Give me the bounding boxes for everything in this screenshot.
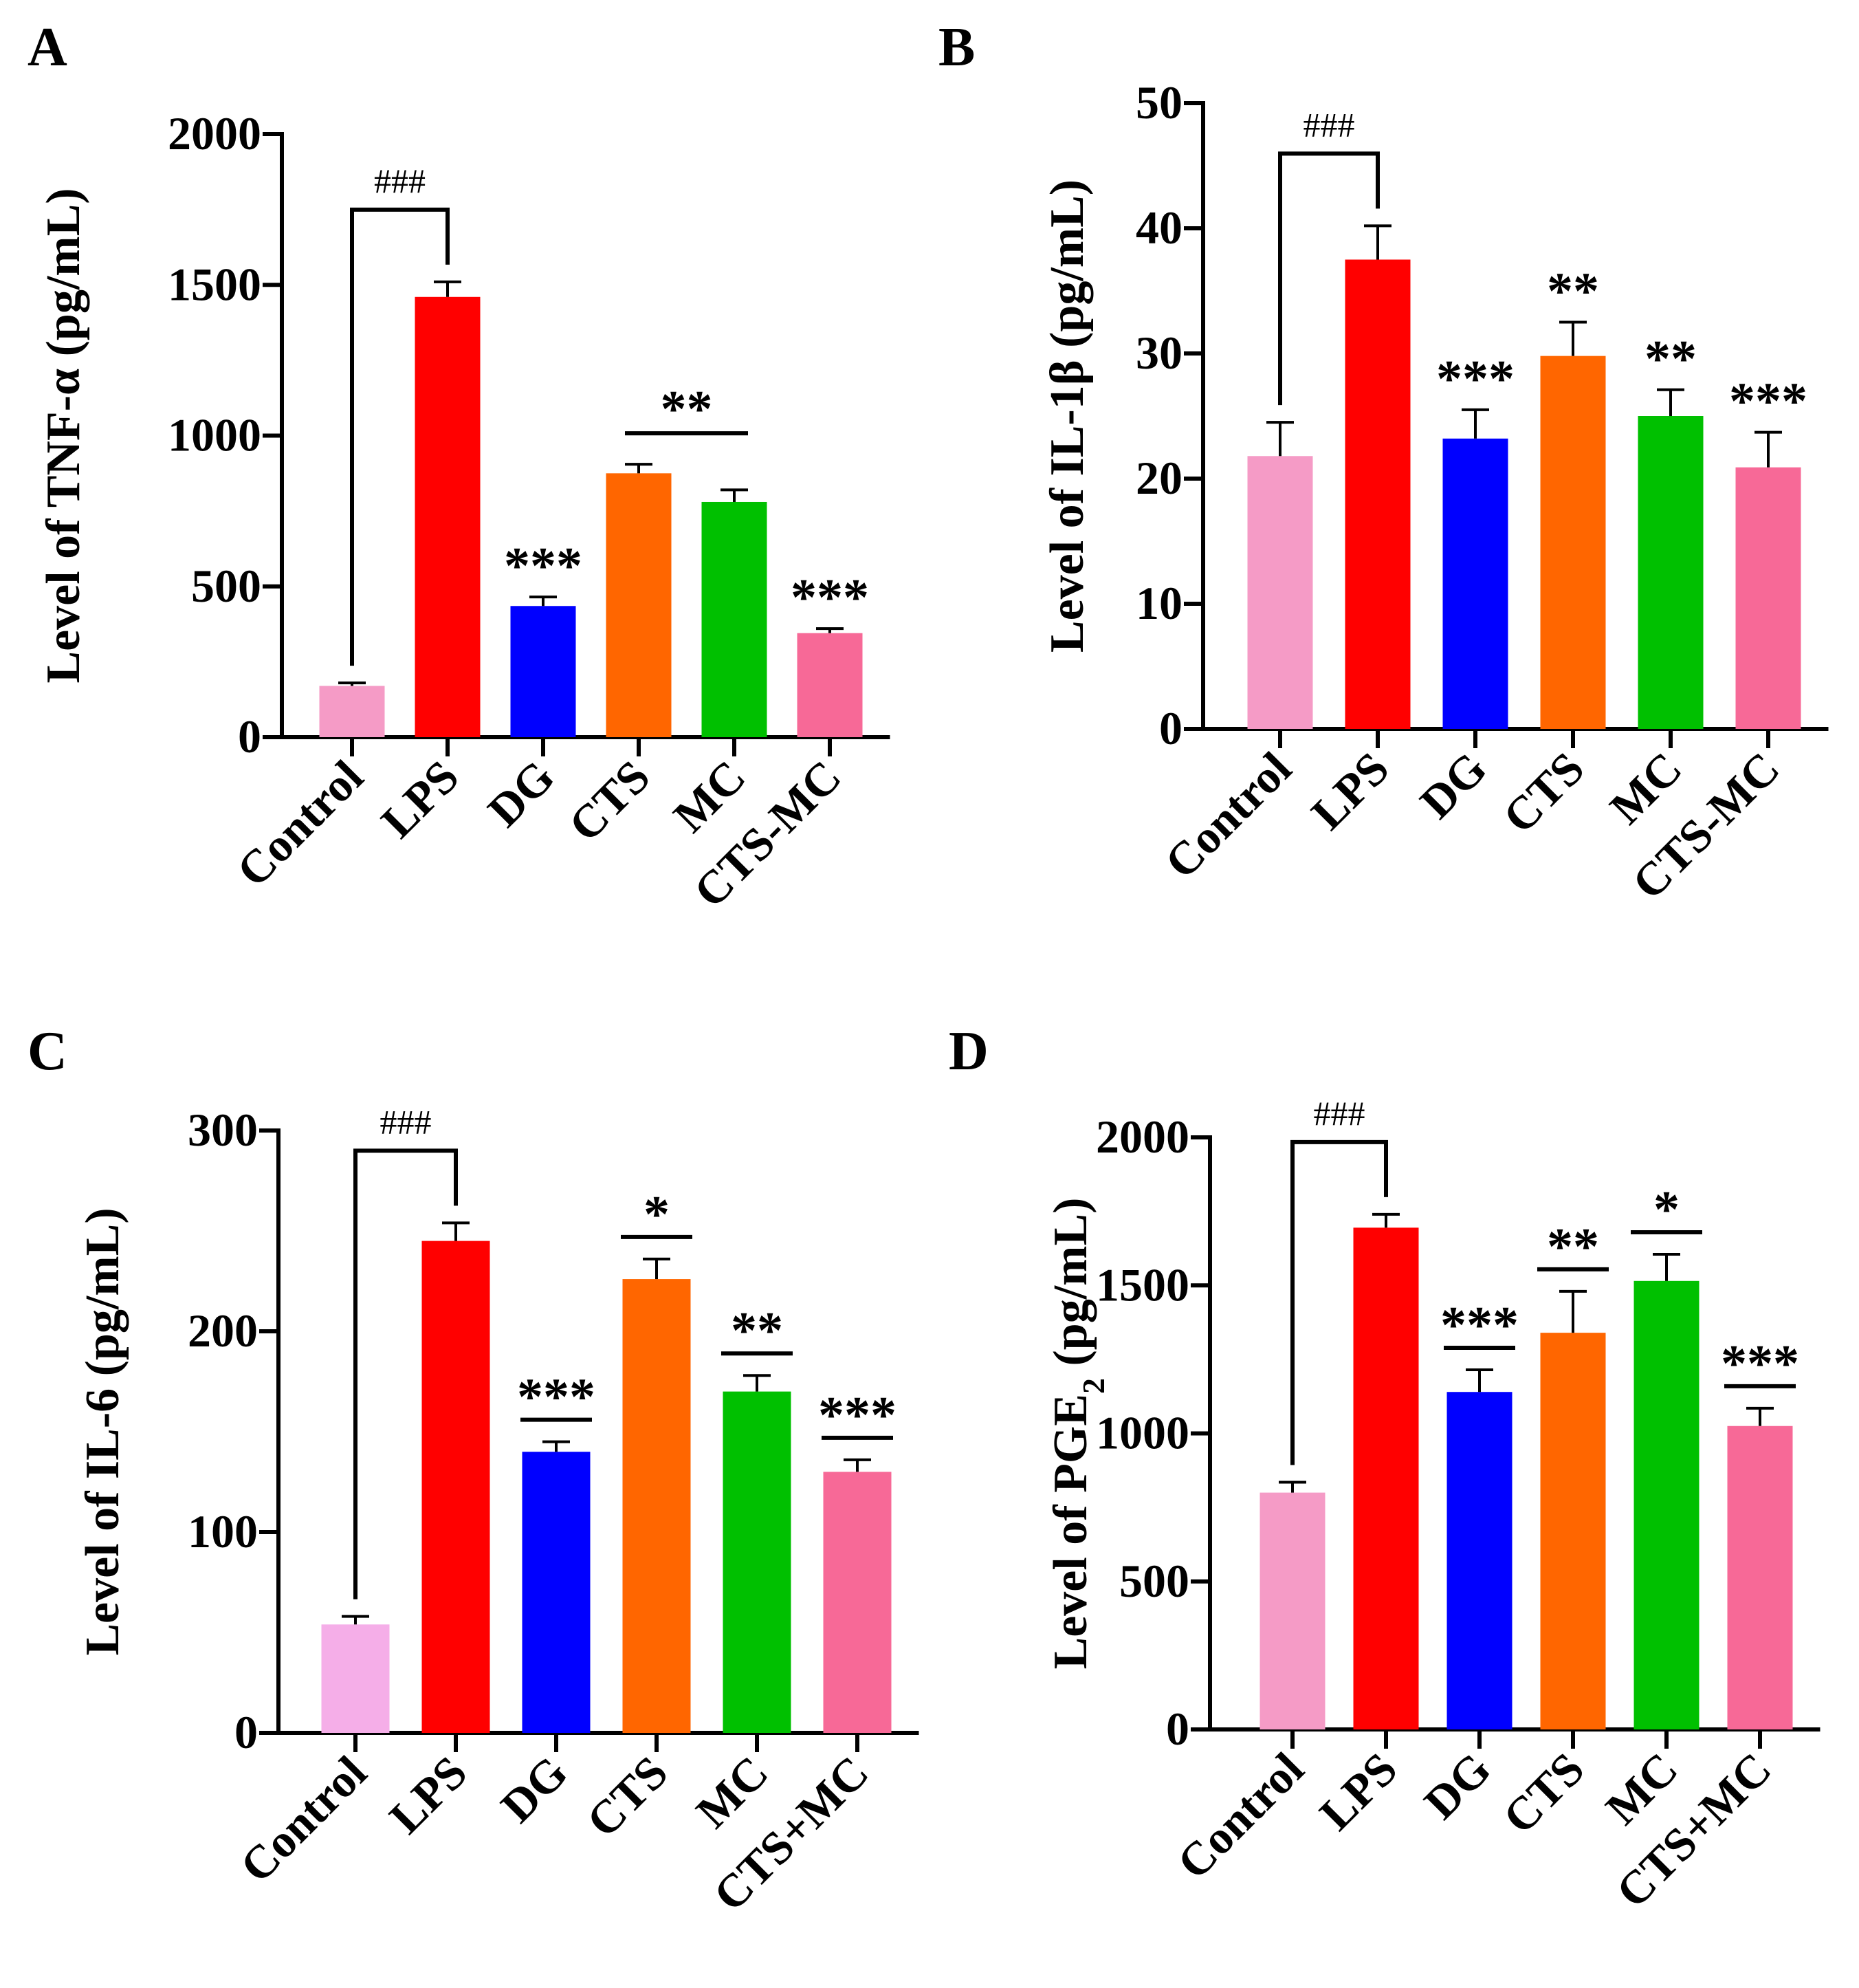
significance-label: *** (791, 569, 869, 626)
x-tick-label: CTS (1493, 742, 1594, 843)
y-tick-label: 1500 (168, 258, 261, 310)
y-tick-label: 0 (238, 710, 261, 763)
significance-label: *** (517, 1368, 595, 1426)
panel-letter: A (28, 17, 67, 78)
panel-a: A Level of TNF-α (pg/mL) 0 500 1000 1500 2000 C… (28, 17, 890, 917)
y-tick-label: 1000 (1096, 1407, 1189, 1459)
bar (622, 1279, 691, 1733)
y-tick-label: 2000 (168, 107, 261, 160)
y-axis-label: Level of PGE2 (pg/mL) (1044, 1198, 1111, 1670)
y-tick-label: 500 (1119, 1555, 1189, 1607)
y-tick-label: 200 (188, 1304, 258, 1357)
y-tick-label: 100 (188, 1505, 258, 1558)
y-tick-label: 1500 (1096, 1258, 1189, 1311)
significance-bracket (350, 207, 450, 666)
significance-label: *** (504, 537, 582, 595)
significance-label: ** (1547, 1218, 1599, 1276)
panel-letter: D (949, 1021, 989, 1082)
significance-label: ### (1304, 105, 1355, 144)
bar (1446, 1392, 1512, 1729)
significance-label: * (1653, 1181, 1680, 1238)
y-tick-label: 300 (188, 1104, 258, 1156)
x-tick-label: DG (478, 750, 564, 837)
x-tick-label: CTS (558, 750, 659, 851)
bar (522, 1452, 591, 1733)
panel-letter: B (938, 17, 975, 78)
y-axis-label: Level of IL-6 (pg/mL) (76, 1208, 129, 1655)
y-tick-label: 30 (1136, 327, 1182, 379)
x-tick-label: LPS (371, 750, 469, 848)
x-tick-label: LPS (1301, 742, 1399, 840)
x-tick-label: Control (230, 1746, 376, 1892)
x-tick-label: DG (1414, 1743, 1501, 1829)
y-tick-label: 10 (1136, 577, 1182, 629)
bar (1540, 356, 1606, 729)
bar (1638, 416, 1704, 729)
significance-label: *** (1440, 1296, 1519, 1354)
significance-label: *** (1436, 350, 1515, 408)
bar (823, 1472, 892, 1733)
y-axis-label: Level of TNF-α (pg/mL) (37, 188, 90, 683)
significance-bracket (1278, 151, 1380, 406)
y-axis-label-unit: (pg/mL) (1044, 1198, 1097, 1379)
x-tick-label: LPS (380, 1746, 477, 1844)
significance-label: ### (1314, 1094, 1365, 1133)
significance-label: ### (374, 162, 426, 200)
bar (1540, 1333, 1606, 1729)
y-tick-label: 50 (1136, 76, 1182, 129)
bar (1634, 1280, 1700, 1729)
significance-label: ** (1644, 330, 1697, 388)
x-tick-label: LPS (1310, 1743, 1407, 1840)
y-tick-label: 0 (1159, 702, 1182, 754)
significance-label: ** (661, 380, 713, 438)
bar (415, 296, 481, 737)
bar (421, 1241, 490, 1733)
bar (797, 633, 863, 737)
y-axis-label-main: Level of PGE (1044, 1394, 1097, 1669)
x-tick-label: DG (491, 1746, 578, 1833)
x-tick-label: Control (226, 750, 373, 897)
y-tick-label: 2000 (1096, 1111, 1189, 1163)
bar (319, 686, 385, 737)
bar (1260, 1492, 1326, 1729)
significance-label: ### (380, 1102, 432, 1141)
panel-d: D Level of PGE2 (pg/mL) 0 500 1000 1500 2000 Co… (949, 1021, 1820, 1918)
y-axis-label: Level of IL-1β (pg/mL) (1041, 179, 1094, 653)
y-tick-label: 40 (1136, 201, 1182, 254)
bar (321, 1624, 390, 1733)
bar (1345, 259, 1411, 729)
significance-bracket (1290, 1139, 1388, 1465)
bar (1442, 438, 1508, 729)
x-tick-label: Control (1167, 1743, 1313, 1889)
panel-b: B Level of IL-1β (pg/mL) 0 10 20 30 40 50 Contro… (938, 17, 1829, 909)
significance-label: *** (1729, 373, 1807, 430)
x-tick-label: CTS (576, 1746, 677, 1847)
y-tick-label: 0 (234, 1706, 258, 1758)
y-tick-label: 0 (1166, 1703, 1189, 1755)
x-tick-label: CTS (1493, 1743, 1594, 1844)
bar (1735, 467, 1801, 729)
significance-label: *** (818, 1386, 896, 1444)
y-tick-label: 20 (1136, 452, 1182, 504)
panel-c: C Level of IL-6 (pg/mL) 0 100 200 300 Control L… (28, 1021, 919, 1921)
x-tick-label: Control (1154, 742, 1301, 888)
y-axis-label-subscript: 2 (1076, 1378, 1111, 1394)
significance-bracket (353, 1148, 458, 1599)
x-tick-label: DG (1410, 742, 1497, 829)
bar (1353, 1227, 1419, 1729)
bar (510, 606, 576, 737)
bar (1247, 456, 1313, 729)
bar (723, 1391, 791, 1733)
significance-label: *** (1721, 1335, 1799, 1392)
bar (1727, 1426, 1793, 1729)
significance-label: ** (731, 1302, 783, 1359)
significance-label: * (644, 1186, 670, 1243)
significance-label: ** (1547, 263, 1599, 320)
panel-letter: C (28, 1021, 67, 1082)
y-tick-label: 1000 (168, 409, 261, 461)
bar (701, 501, 767, 737)
y-tick-label: 500 (191, 560, 261, 612)
bar (606, 473, 672, 737)
